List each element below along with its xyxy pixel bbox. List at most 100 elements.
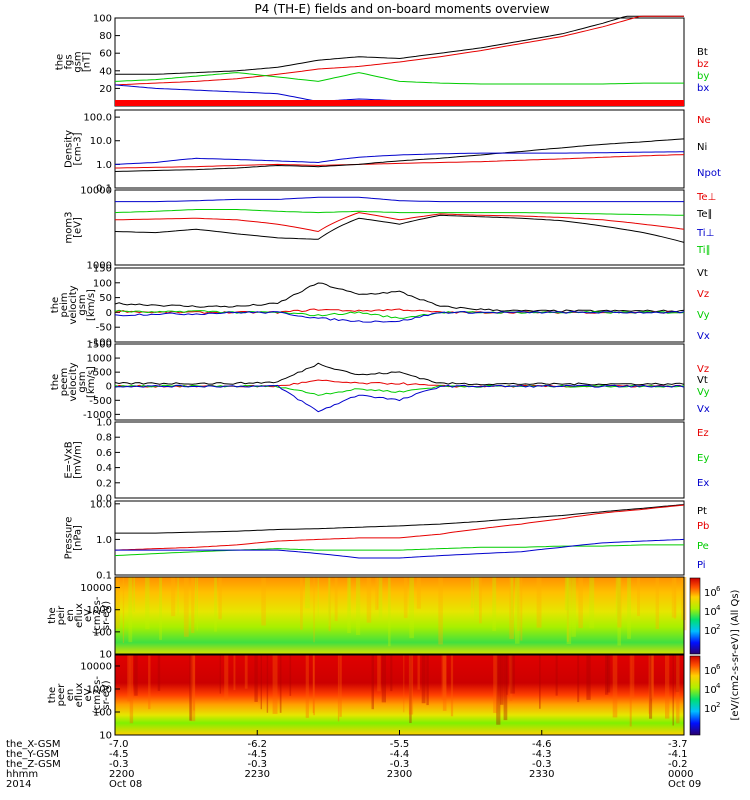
spectrogram-streak — [378, 577, 383, 620]
spectrogram-streak — [615, 577, 621, 623]
legend-Pi: Pi — [697, 560, 706, 571]
panel-6: E=-VxB[mV/m] 0.0 0.2 0.4 0.6 0.8 1.0 Ez Ey Ex — [64, 418, 710, 505]
spectrogram-streak — [115, 577, 120, 629]
series-line-Te⊥ — [115, 212, 685, 233]
series-line-Vt — [114, 282, 685, 313]
ephemeris-value: 2300 — [387, 769, 412, 780]
spectrogram-streak — [356, 577, 361, 636]
spectrogram-streak — [417, 655, 420, 690]
y-axis-label-line: the — [47, 607, 58, 623]
spectrogram-streak — [493, 655, 498, 713]
spectrogram-streak — [564, 577, 569, 611]
y-axis-label-line: (cm2-s- — [92, 596, 103, 634]
colorbar-label: [eV/(cm2-s-sr-eV)] (All Qs) — [730, 589, 741, 720]
panels-group: thefgsgsm[nT]20406080100BtbzbybxDensity[… — [47, 14, 741, 742]
y-tick-label: 1000 — [87, 684, 112, 695]
y-tick-label: 100 — [93, 627, 112, 638]
legend-Pe: Pe — [697, 541, 709, 552]
spectrogram-streak — [606, 655, 611, 693]
figure-title: P4 (TH-E) fields and on-board moments ov… — [254, 2, 549, 16]
series-line-Pi — [115, 538, 685, 559]
spectrogram-streak — [328, 577, 331, 626]
spectrogram-streak — [637, 577, 640, 616]
spectrogram-streak — [305, 655, 309, 718]
y-tick-label: 0 — [106, 382, 112, 393]
spectrogram-streak — [183, 577, 189, 637]
spectrogram-streak — [586, 655, 591, 700]
y-axis-label-line: the — [47, 687, 58, 703]
y-tick-label: 1000 — [87, 354, 112, 365]
legend-Te∥: Te∥ — [696, 209, 713, 220]
y-tick-label: 150 — [93, 264, 112, 275]
spectrogram-streak — [539, 655, 541, 709]
y-tick-label: -100 — [89, 338, 112, 349]
spectrogram-streak — [148, 655, 151, 710]
series-line-Vx — [114, 310, 685, 323]
spectrogram-streak — [313, 655, 315, 716]
legend-Ne: Ne — [697, 115, 711, 126]
ephemeris-value: -4.4 — [390, 749, 410, 760]
y-axis-label-line: velocity — [68, 362, 79, 401]
spectrogram-streak — [665, 655, 670, 719]
ephemeris-value: -4.3 — [532, 749, 552, 760]
y-axis-label: Density[cm-3] — [64, 130, 84, 168]
spectrogram-streak — [403, 655, 405, 713]
legend-Vy: Vy — [697, 387, 710, 398]
y-tick-label: 80 — [99, 31, 112, 42]
colorbar-tick-label: 10 — [704, 588, 717, 599]
legend-Vx: Vx — [697, 331, 710, 342]
colorbar-1 — [689, 577, 701, 655]
spectrogram-streak — [214, 577, 217, 632]
ephemeris-value: -4.5 — [109, 749, 129, 760]
spectrogram-streak — [555, 655, 558, 696]
y-tick-label: 1500 — [87, 340, 112, 351]
colorbar-tick-label: 10 — [704, 626, 717, 637]
y-tick-label: 10000 — [80, 186, 112, 197]
ephemeris-value: -4.5 — [247, 749, 267, 760]
spectrogram-streak — [674, 577, 676, 619]
y-axis-label-line: [nPa] — [73, 525, 84, 551]
spectrogram-streak — [655, 577, 659, 630]
y-tick-label: 0.1 — [96, 571, 112, 582]
colorbar-tick-label: 10 — [704, 685, 717, 696]
y-axis-label-line: eflux — [74, 683, 85, 708]
legend-Ex: Ex — [697, 478, 709, 489]
panel-frame — [114, 421, 685, 499]
spectrogram-streak — [500, 655, 504, 705]
y-axis-label-line: [mV/m] — [73, 441, 84, 479]
legend-Vy: Vy — [697, 310, 710, 321]
spectrogram-streak — [313, 577, 315, 643]
spectrogram-streak — [260, 655, 262, 710]
y-axis-label-line: [km/s] — [86, 289, 97, 321]
spectrogram-streak — [219, 655, 221, 694]
y-axis-label-line: (cm2-s- — [92, 676, 103, 714]
legend-Vx: Vx — [697, 404, 710, 415]
ephemeris-value: -4.6 — [532, 739, 552, 750]
spectrogram-streak — [377, 577, 379, 609]
ephemeris-row-label: the_X-GSM — [6, 739, 60, 750]
legend-Ez: Ez — [697, 428, 709, 439]
spectrogram-streak — [177, 577, 179, 615]
series-line-Ti∥ — [114, 209, 685, 216]
series-line-Ne — [115, 154, 685, 169]
y-axis-label: E=-VxB[mV/m] — [64, 441, 84, 479]
spectrogram-streak — [196, 577, 198, 631]
y-axis-label-line: E=-VxB — [64, 441, 75, 478]
spectrogram-streak — [470, 577, 474, 609]
spectrogram-streak — [566, 577, 569, 642]
legend-Vz: Vz — [697, 364, 709, 375]
spectrogram-streak — [157, 655, 161, 691]
y-tick-label: -50 — [96, 323, 112, 334]
series-line-Vx — [114, 384, 685, 413]
y-axis-label-line: peer — [56, 683, 67, 707]
spectrogram-streak — [675, 655, 680, 693]
y-tick-label: -500 — [89, 396, 112, 407]
spectrogram-streak — [300, 577, 303, 630]
ephemeris-row-label: the_Y-GSM — [6, 749, 59, 760]
y-tick-label: 10000 — [80, 583, 112, 594]
colorbar-tick-exponent: 6 — [716, 663, 721, 671]
spectrogram-streak — [337, 655, 340, 722]
